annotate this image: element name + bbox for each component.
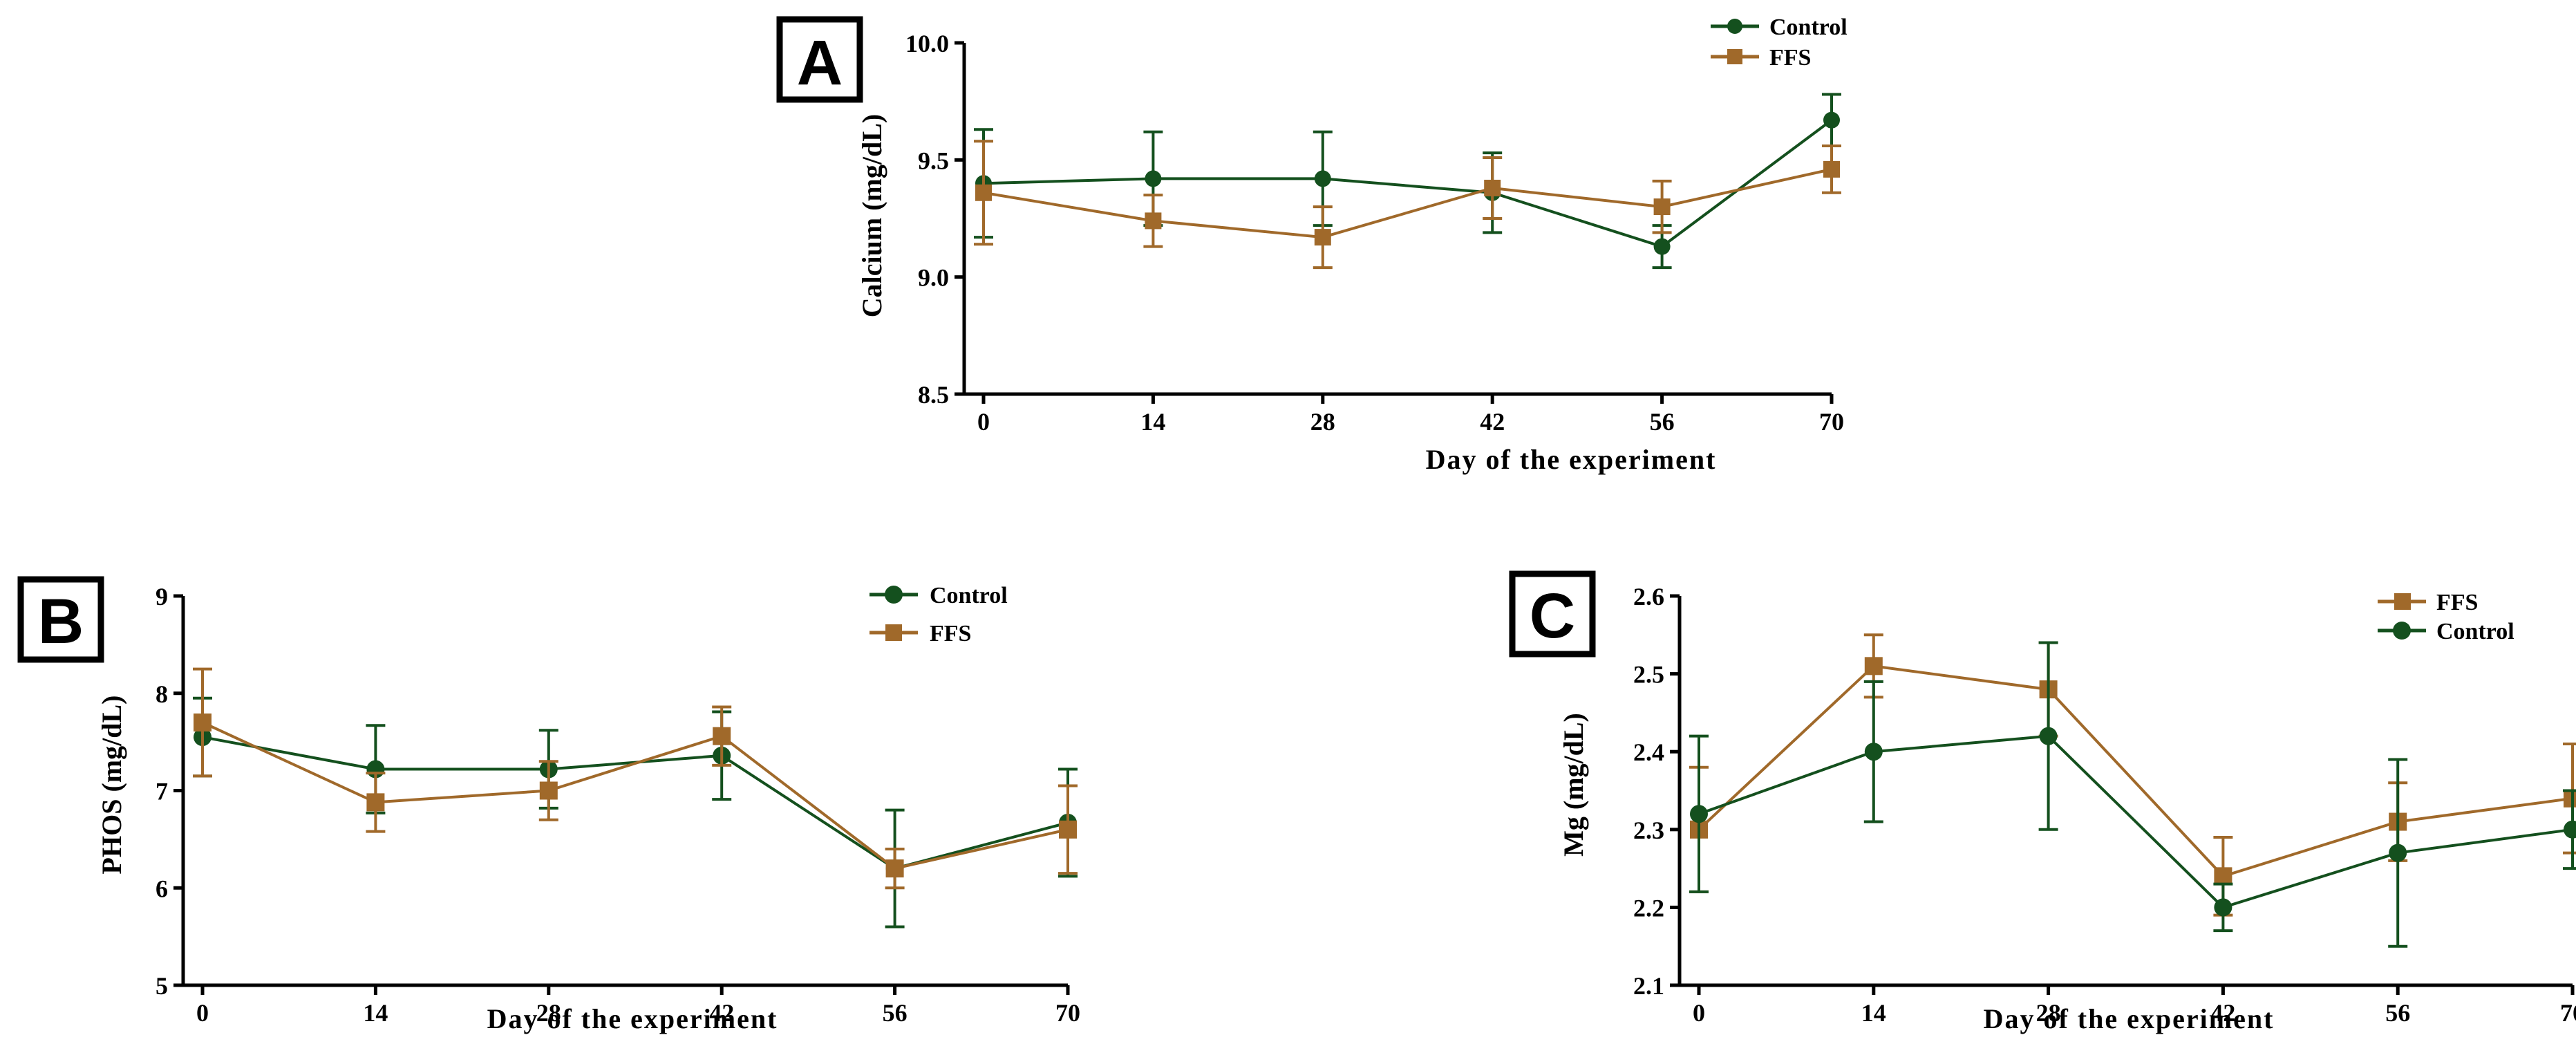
series-line-ffs-a [983,167,1832,239]
legend-marker-control-b [885,586,903,604]
x-tick-label-c: 70 [2560,999,2576,1027]
data-point-control-c [2564,820,2576,839]
data-point-ffs-a [1823,160,1840,178]
data-point-ffs-c [2214,867,2232,886]
series-line-control-a [983,119,1833,248]
x-tick-label-b: 56 [883,999,908,1027]
y-tick-label-c: 2.2 [1633,894,1664,922]
x-tick-label-c: 14 [1861,999,1886,1027]
data-point-control-a [1823,111,1840,129]
data-point-control-c [2389,843,2407,862]
data-point-ffs-b [713,727,731,745]
panel-label-a: A [797,28,843,98]
series-line-ffs-b [202,721,1069,870]
data-point-ffs-a [1314,229,1331,246]
x-tick-label-c: 0 [1693,999,1705,1027]
data-point-control-a [1145,170,1162,187]
x-tick-label-b: 42 [709,999,734,1027]
y-tick-label-a: 8.5 [918,381,949,409]
legend-marker-control-c [2393,622,2411,640]
x-tick-label-c: 42 [2210,999,2235,1027]
y-tick-label-b: 9 [156,583,168,610]
data-point-control-c [2039,727,2058,745]
y-tick-label-b: 5 [156,972,168,1000]
chart-panel-b: B PHOS (mg/dL) Day of the experiment Con… [17,576,1080,1034]
legend-label-ffs-c: FFS [2436,590,2478,615]
y-axis-label-b: PHOS (mg/dL) [96,696,127,875]
x-tick-label-b: 28 [536,999,561,1027]
data-point-ffs-b [539,781,558,800]
x-tick-label-a: 56 [1650,408,1675,436]
x-tick-label-a: 70 [1819,408,1844,436]
x-tick-label-c: 56 [2385,999,2410,1027]
x-axis-label-a: Day of the experiment [1426,444,1717,475]
chart-panel-a: A Calcium (mg/dL) Day of the experiment … [776,15,1848,475]
data-point-control-a [1653,238,1671,255]
data-point-ffs-b [366,793,385,812]
data-point-ffs-b [885,859,904,878]
data-point-ffs-b [194,713,211,731]
y-axis-label-c: Mg (mg/dL) [1558,713,1589,857]
x-tick-label-a: 28 [1310,408,1335,436]
legend-c: FFS Control [2378,590,2514,644]
legend-label-ffs-b: FFS [930,621,971,646]
legend-marker-control-a [1727,19,1742,34]
data-point-control-c [2214,898,2232,917]
x-tick-label-b: 70 [1055,999,1080,1027]
x-tick-label-a: 42 [1480,408,1505,436]
x-tick-label-c: 28 [2036,999,2061,1027]
y-tick-label-a: 10.0 [905,30,949,57]
x-axis-label-b: Day of the experiment [487,1003,778,1034]
x-tick-label-a: 14 [1140,408,1165,436]
y-tick-label-c: 2.6 [1633,583,1664,610]
data-point-control-a [1314,170,1331,187]
data-point-control-c [1864,743,1883,761]
chart-panel-c: C Mg (mg/dL) Day of the experiment FFS C… [1509,570,2576,1034]
legend-marker-ffs-a [1727,49,1742,64]
data-point-ffs-c [2564,789,2576,808]
data-point-ffs-a [975,184,992,201]
data-point-ffs-a [1653,198,1671,216]
data-point-ffs-b [1059,820,1077,839]
series-line-ffs-c [1698,664,2573,878]
legend-a: Control FFS [1711,15,1848,71]
data-point-ffs-c [1864,657,1883,675]
x-tick-label-b: 0 [196,999,209,1027]
legend-b: Control FFS [869,583,1008,646]
y-tick-label-c: 2.4 [1633,738,1664,766]
y-tick-label-a: 9.5 [918,147,949,174]
panel-label-b: B [38,586,84,657]
y-tick-label-b: 6 [156,875,168,902]
legend-label-ffs-a: FFS [1769,45,1811,71]
y-tick-label-b: 7 [156,778,168,805]
series-line-control-c [1698,734,2573,909]
x-axis-label-c: Day of the experiment [1984,1003,2275,1034]
x-tick-label-b: 14 [363,999,388,1027]
y-tick-label-c: 2.3 [1633,817,1664,844]
x-tick-label-a: 0 [977,408,990,436]
data-point-ffs-a [1484,179,1501,196]
y-tick-label-c: 2.5 [1633,661,1664,689]
legend-marker-ffs-c [2394,593,2411,610]
legend-marker-ffs-b [885,624,902,641]
y-tick-label-a: 9.0 [918,264,949,292]
data-point-ffs-a [1145,212,1162,230]
legend-label-control-b: Control [930,583,1008,608]
y-tick-label-b: 8 [156,680,168,708]
data-point-control-c [1690,805,1708,823]
panel-label-c: C [1530,581,1575,651]
legend-label-control-c: Control [2436,619,2514,644]
y-axis-label-a: Calcium (mg/dL) [856,114,887,317]
legend-label-control-a: Control [1769,15,1848,40]
y-tick-label-c: 2.1 [1633,972,1664,1000]
